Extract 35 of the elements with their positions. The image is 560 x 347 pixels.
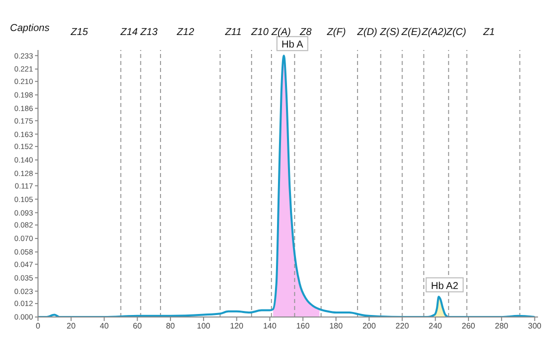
ref-line-label: Z(D) [357,27,378,38]
ref-line-label: Z(S) [380,27,400,38]
x-tick-label: 240 [428,322,443,331]
annotation: Hb A [282,40,304,51]
ref-line-label: Z12 [176,27,194,38]
x-tick-label: 180 [329,322,344,331]
text: Z15 [70,27,89,39]
ref-line-label: Z10 [251,27,269,38]
line-series [38,54,536,317]
text: Captions [10,23,50,34]
ref-line-label: Z1 [483,27,495,38]
x-tick-label: 140 [263,322,278,331]
x-tick-label: 20 [66,322,76,331]
ref-line-label: Z11 [225,27,242,38]
ref-line-label: Z(C) [446,27,466,38]
ref-line-label: Z14 [120,27,138,38]
x-tick-label: 40 [100,322,110,331]
x-tick-label: 160 [296,322,310,331]
annotation: Hb A2 [431,280,459,292]
x-tick-label: 60 [132,322,142,331]
ref-line-label: Z(E) [402,27,421,38]
x-tick-label: 120 [230,322,244,331]
ref-line-label: Z8 [300,27,312,38]
x-tick-label: 100 [196,322,211,331]
ref-line-label: Z(A2) [422,27,447,38]
x-tick-label: 220 [396,322,410,331]
ref-line-label: Z(A) [271,27,291,38]
x-tick-label: 300 [528,322,542,331]
x-tick-label: 0 [36,322,41,331]
x-tick-label: 80 [166,322,176,331]
ref-line-label: Z13 [140,27,158,38]
ref-line-label: Z(F) [326,27,346,38]
x-tick-label: 260 [462,322,476,331]
x-tick-label: 280 [494,322,509,331]
x-tick-label: 200 [362,322,376,331]
